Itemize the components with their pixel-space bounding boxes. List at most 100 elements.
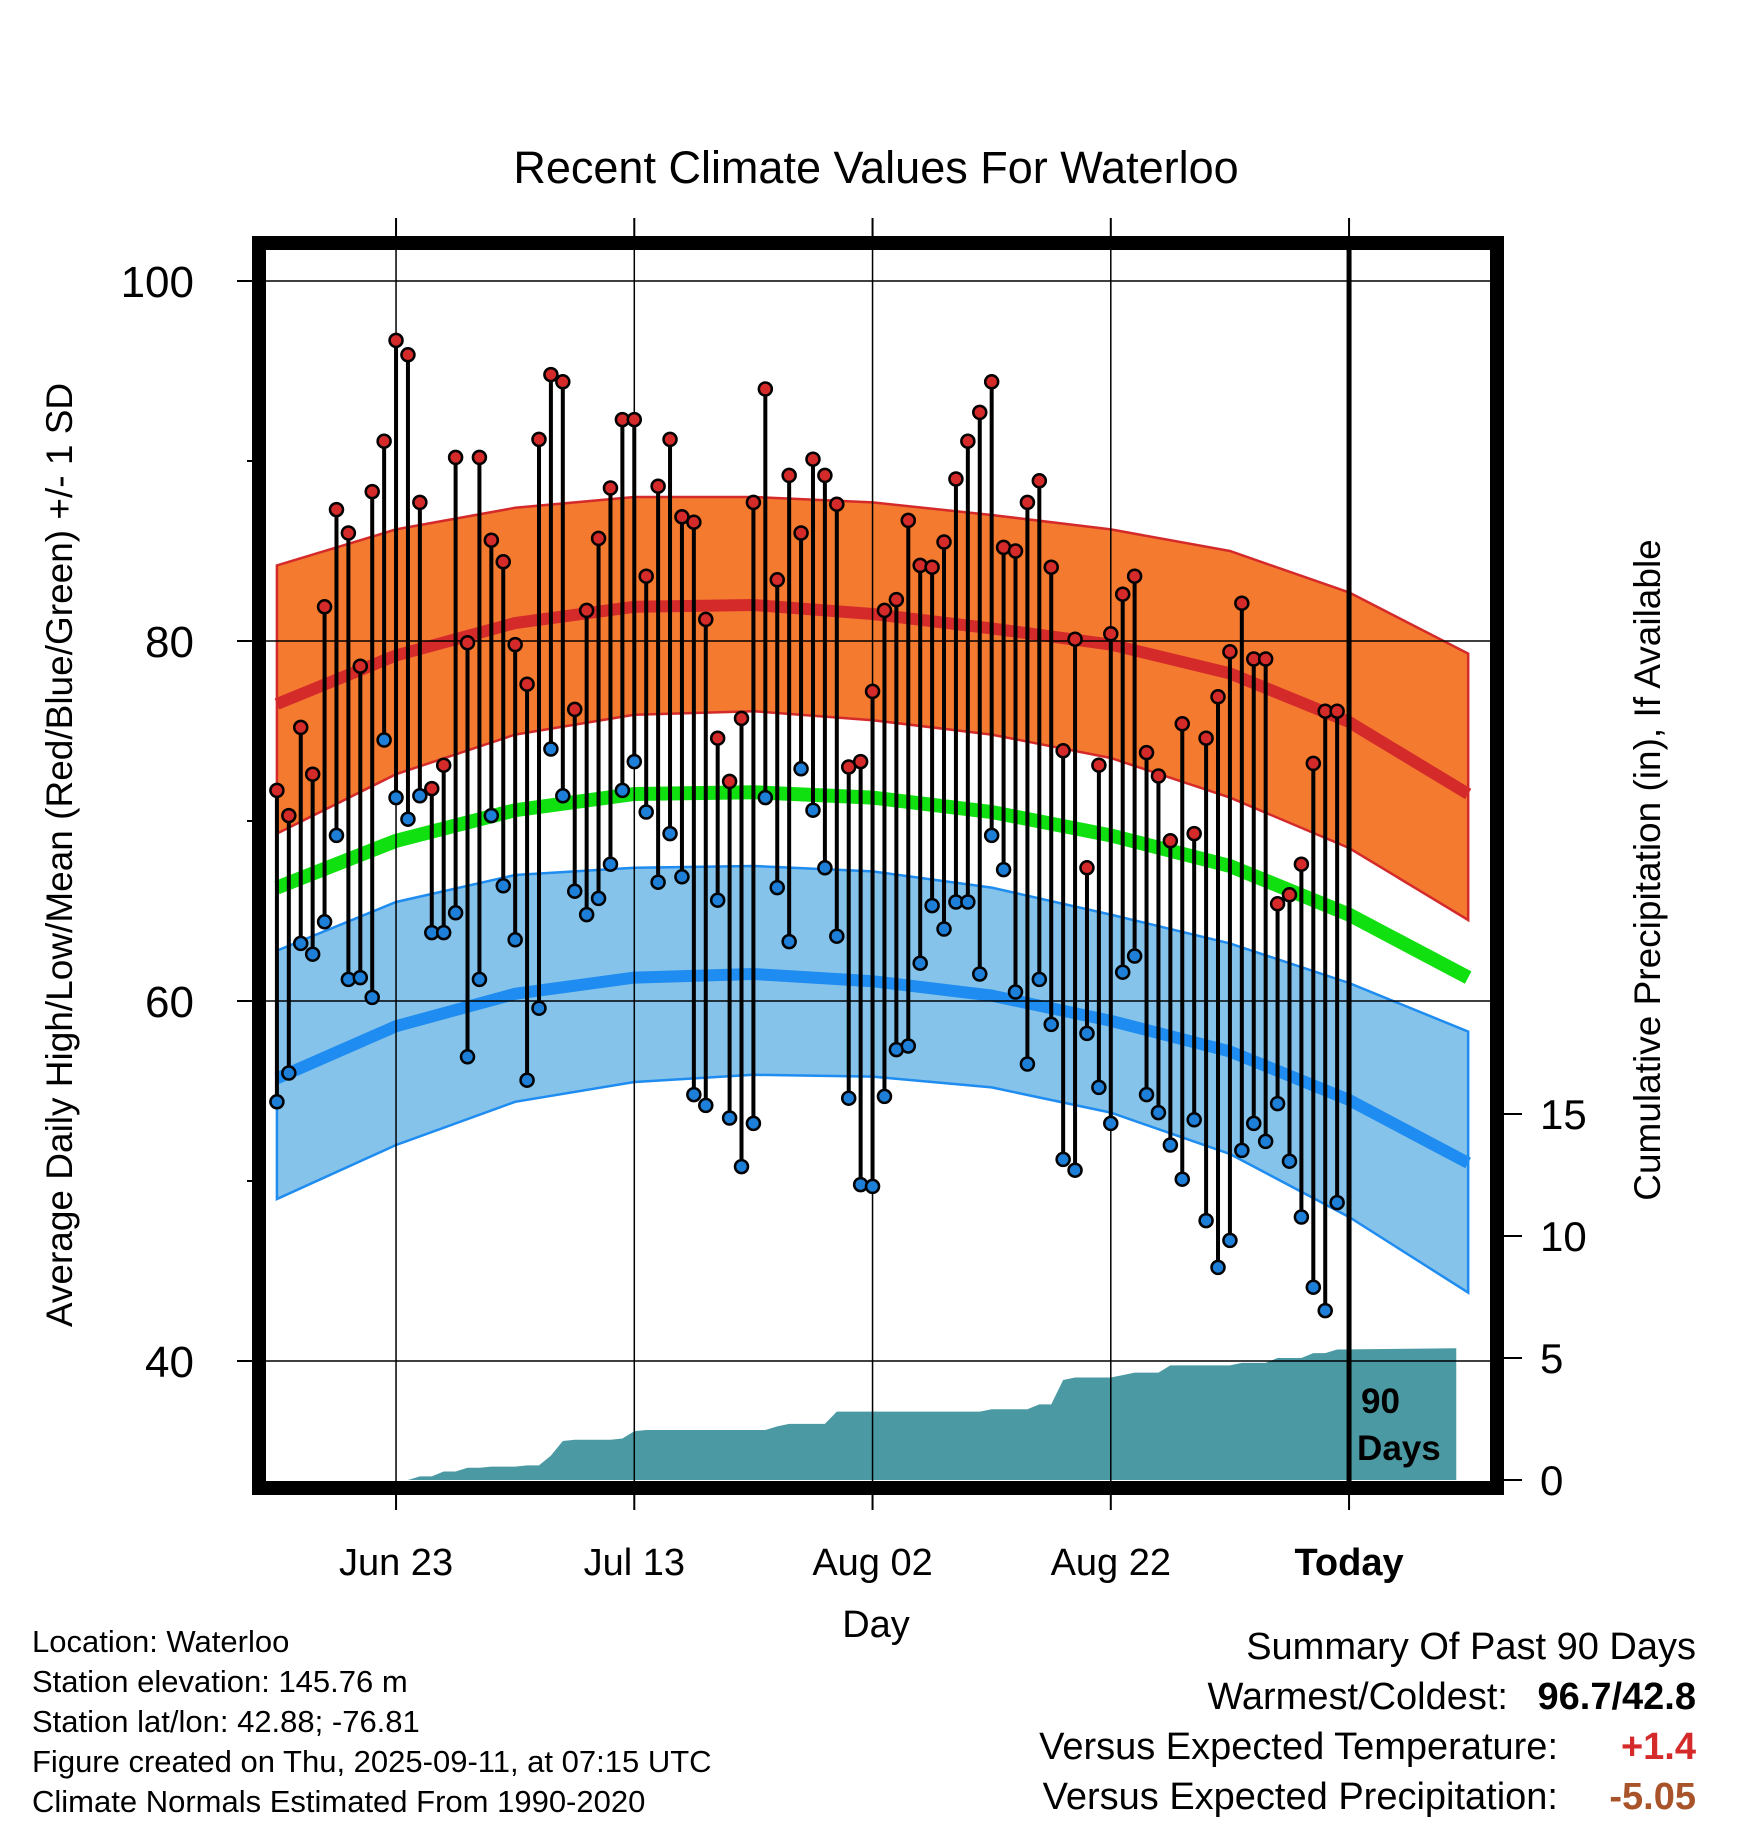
daily-low-point bbox=[1031, 971, 1048, 988]
daily-low-point bbox=[614, 782, 631, 799]
daily-high-point bbox=[1126, 568, 1143, 584]
daily-high-point bbox=[364, 483, 380, 500]
daily-high-point bbox=[1198, 730, 1214, 746]
daily-low-point bbox=[281, 1065, 297, 1081]
daily-low-point bbox=[1043, 1016, 1059, 1033]
daily-low-point bbox=[912, 955, 928, 971]
daily-high-point bbox=[281, 807, 297, 824]
daily-high-point bbox=[936, 534, 952, 550]
daily-high-point bbox=[817, 467, 833, 484]
daily-high-point bbox=[1114, 586, 1131, 602]
daily-high-point bbox=[745, 494, 762, 511]
daily-low-point bbox=[840, 1090, 857, 1106]
daily-low-point bbox=[364, 989, 380, 1006]
daily-low-point bbox=[721, 1110, 738, 1126]
daily-low-point bbox=[1186, 1112, 1202, 1128]
x-tick-label: Today bbox=[1295, 1542, 1404, 1584]
daily-low-point bbox=[1222, 1232, 1238, 1249]
y2-tick-label: 5 bbox=[1540, 1335, 1563, 1382]
daily-high-point bbox=[805, 451, 821, 467]
daily-high-point bbox=[400, 347, 416, 363]
daily-high-point bbox=[900, 512, 917, 529]
daily-high-point bbox=[638, 568, 654, 584]
precip-area bbox=[276, 1348, 1457, 1480]
elevation-text: Station elevation: 145.76 m bbox=[32, 1664, 408, 1699]
daily-low-point bbox=[805, 802, 821, 818]
daily-low-point bbox=[1055, 1151, 1071, 1168]
coldest-value: 42.8 bbox=[1622, 1676, 1696, 1718]
daily-low-point bbox=[1281, 1153, 1298, 1169]
daily-high-point bbox=[471, 449, 488, 466]
daily-high-point bbox=[1031, 473, 1048, 489]
daily-low-point bbox=[781, 933, 797, 950]
warmest-coldest-value: 96.7/42.8 bbox=[1537, 1676, 1697, 1718]
y2-tick-label: 10 bbox=[1540, 1213, 1587, 1260]
daily-low-point bbox=[352, 969, 369, 986]
daily-low-point bbox=[650, 874, 666, 890]
daily-low-point bbox=[972, 966, 988, 982]
daily-high-point bbox=[1210, 689, 1226, 705]
y-axis-label: Average Daily High/Low/Mean (Red/Blue/Gr… bbox=[39, 383, 80, 1327]
daily-high-point bbox=[555, 374, 571, 390]
daily-low-point bbox=[638, 804, 654, 820]
x-tick-label: Jul 13 bbox=[584, 1542, 685, 1584]
daily-high-point bbox=[304, 766, 321, 782]
daily-low-point bbox=[769, 879, 785, 896]
summary-panel: Summary Of Past 90 Days Warmest/Coldest:… bbox=[1039, 1622, 1696, 1822]
daily-high-point bbox=[316, 599, 333, 615]
axes-layer: 40 60 80 100 0 5 10 15 Jun 23 Jul 13 Aug 02 Aug 22 T… bbox=[121, 218, 1587, 1584]
plot-frame bbox=[252, 236, 1504, 1495]
daily-low-point bbox=[578, 906, 595, 923]
daily-high-point bbox=[531, 431, 547, 448]
precip-departure-row: Versus Expected Precipitation: -5.05 bbox=[1039, 1772, 1696, 1822]
daily-high-point bbox=[566, 701, 583, 718]
daily-low-point bbox=[924, 897, 940, 914]
daily-high-point bbox=[1162, 833, 1179, 849]
chart-title: Recent Climate Values For Waterloo bbox=[513, 142, 1238, 193]
daily-high-point bbox=[1293, 856, 1310, 872]
daily-low-point bbox=[1114, 964, 1131, 980]
daily-high-point bbox=[388, 332, 404, 349]
daily-low-point bbox=[662, 825, 678, 842]
daily-high-point bbox=[447, 449, 464, 466]
daily-high-point bbox=[829, 496, 845, 512]
daily-low-point bbox=[1150, 1104, 1167, 1121]
daily-low-point bbox=[1329, 1194, 1345, 1211]
daily-high-point bbox=[721, 773, 738, 790]
daily-low-point bbox=[376, 732, 392, 748]
daily-high-point bbox=[650, 478, 666, 494]
daily-low-point bbox=[412, 788, 428, 804]
daily-low-point bbox=[864, 1178, 881, 1195]
daily-high-point bbox=[1234, 595, 1250, 611]
daily-high-point bbox=[1103, 626, 1119, 642]
daily-high-point bbox=[686, 514, 702, 530]
daily-high-point bbox=[876, 602, 893, 619]
daily-high-point bbox=[1222, 644, 1238, 660]
daily-low-point bbox=[459, 1049, 476, 1065]
y-tick-label: 40 bbox=[145, 1338, 194, 1387]
daily-high-point bbox=[578, 602, 595, 619]
daily-high-point bbox=[495, 554, 512, 570]
daily-high-point bbox=[269, 782, 285, 799]
daily-low-point bbox=[709, 892, 726, 908]
daily-high-point bbox=[1269, 896, 1286, 912]
daily-high-point bbox=[769, 572, 785, 588]
y2-tick-label: 15 bbox=[1540, 1091, 1587, 1138]
temp-departure-label: Versus Expected Temperature: bbox=[1039, 1726, 1558, 1768]
daily-low-point bbox=[1019, 1056, 1036, 1072]
daily-low-point bbox=[817, 860, 833, 876]
daily-low-point bbox=[555, 788, 571, 804]
daily-low-point bbox=[328, 827, 345, 844]
daily-high-point bbox=[662, 431, 678, 448]
daily-low-point bbox=[745, 1115, 762, 1132]
daily-high-point bbox=[1186, 825, 1202, 842]
daily-high-point bbox=[864, 683, 881, 700]
daily-high-point bbox=[1007, 543, 1024, 559]
location-text: Location: Waterloo bbox=[32, 1624, 290, 1659]
station-info: Location: Waterloo Station elevation: 14… bbox=[32, 1622, 712, 1822]
daily-low-point bbox=[995, 861, 1012, 878]
daily-low-point bbox=[471, 971, 488, 988]
daily-high-point bbox=[292, 719, 309, 736]
daily-low-point bbox=[531, 1000, 547, 1016]
